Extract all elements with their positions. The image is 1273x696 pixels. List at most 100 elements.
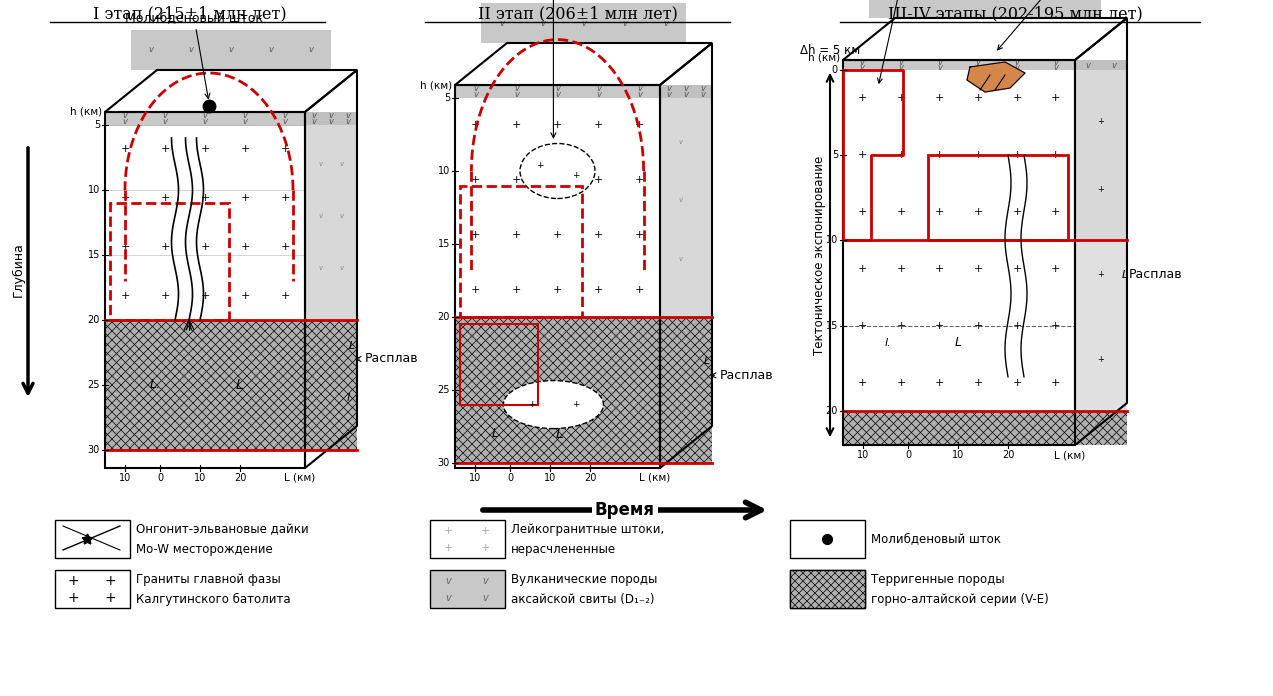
Text: +: + (160, 193, 169, 203)
Text: +: + (552, 230, 563, 240)
Text: +: + (104, 591, 116, 605)
Text: Граниты главной фазы: Граниты главной фазы (136, 574, 281, 587)
Text: Онгонит-эльвановые дайки: Онгонит-эльвановые дайки (136, 523, 309, 537)
Text: 10: 10 (857, 450, 869, 460)
Text: +: + (858, 93, 867, 104)
Text: +: + (1097, 185, 1105, 193)
Bar (843, 411, 1074, 445)
Bar (791, 570, 864, 608)
Text: горно-алтайской серии (V-Е): горно-алтайской серии (V-Е) (871, 592, 1049, 606)
Text: v: v (474, 90, 477, 100)
Text: +: + (974, 377, 983, 388)
Text: v: v (1111, 61, 1116, 70)
Text: +: + (552, 120, 563, 130)
Text: v: v (318, 213, 322, 219)
Text: Калгутинского батолита: Калгутинского батолита (136, 592, 290, 606)
Bar (791, 570, 864, 608)
Bar (1074, 60, 1127, 70)
Text: +: + (200, 242, 210, 252)
Text: 20: 20 (826, 406, 838, 416)
Text: h (км): h (км) (420, 80, 452, 90)
Text: +: + (974, 93, 983, 104)
Text: v: v (555, 84, 560, 93)
Text: v: v (499, 19, 504, 28)
Bar (460, 324, 538, 404)
Text: 30: 30 (88, 445, 101, 455)
Text: L: L (491, 427, 499, 441)
Text: v: v (1086, 61, 1091, 70)
Text: 10: 10 (544, 473, 556, 483)
Text: v: v (899, 58, 904, 67)
Text: v: v (636, 84, 642, 93)
Bar (843, 60, 1074, 70)
Text: +: + (552, 175, 563, 185)
Text: v: v (679, 197, 682, 203)
Text: +: + (280, 144, 290, 155)
Text: v: v (684, 90, 689, 100)
Text: v: v (228, 45, 233, 54)
Text: h (км): h (км) (808, 52, 840, 62)
Text: +: + (1012, 93, 1022, 104)
Text: 10: 10 (438, 166, 449, 176)
Text: +: + (635, 230, 644, 240)
Text: v: v (666, 84, 671, 93)
Text: +: + (200, 291, 210, 301)
Text: v: v (122, 117, 127, 126)
Text: v: v (514, 90, 519, 100)
Text: +: + (512, 230, 521, 240)
Text: v: v (1002, 0, 1007, 3)
Text: +: + (896, 264, 905, 274)
Text: +: + (593, 285, 603, 294)
Bar (454, 317, 659, 463)
Bar (791, 570, 864, 608)
Text: v: v (202, 111, 207, 120)
Text: v: v (1040, 0, 1045, 3)
Text: +: + (471, 285, 480, 294)
Text: L: L (556, 427, 564, 441)
Text: l.: l. (348, 393, 354, 403)
Bar (928, 155, 1068, 240)
Text: +: + (934, 264, 945, 274)
Text: аксайской свиты (D₁₋₂): аксайской свиты (D₁₋₂) (510, 592, 654, 606)
Text: Тектоническое экспонирование: Тектоническое экспонирование (813, 155, 826, 355)
Text: v: v (328, 111, 334, 120)
Text: +: + (1097, 117, 1105, 126)
Text: L: L (236, 378, 244, 392)
Text: L (км): L (км) (284, 473, 316, 483)
Text: +: + (160, 242, 169, 252)
Text: v: v (514, 84, 519, 93)
Text: +: + (536, 161, 544, 171)
Text: Расплав: Расплав (356, 352, 419, 365)
Text: +: + (480, 543, 490, 553)
Text: Онгонит-эльваны,
Mo-W руда: Онгонит-эльваны, Mo-W руда (998, 0, 1164, 50)
Text: v: v (242, 111, 247, 120)
Text: L.: L. (149, 379, 160, 391)
Text: v: v (937, 63, 942, 72)
Text: +: + (512, 285, 521, 294)
Text: +: + (471, 230, 480, 240)
Text: 20: 20 (1002, 450, 1015, 460)
Text: +: + (858, 264, 867, 274)
Text: 20: 20 (438, 312, 449, 322)
Text: v: v (859, 58, 864, 67)
Text: +: + (160, 291, 169, 301)
Text: +: + (121, 291, 130, 301)
Text: +: + (858, 377, 867, 388)
Bar (55, 570, 130, 608)
Text: +: + (480, 526, 490, 536)
Text: +: + (121, 144, 130, 155)
Text: Лейкогранитные штоки,: Лейкогранитные штоки, (510, 523, 665, 537)
Text: +: + (1051, 321, 1060, 331)
Text: v: v (283, 111, 288, 120)
Text: v: v (622, 19, 628, 28)
Text: v: v (163, 117, 168, 126)
Text: 15: 15 (438, 239, 449, 249)
Bar (1074, 240, 1127, 411)
Text: L: L (704, 356, 710, 366)
Bar (454, 98, 659, 317)
Text: +: + (934, 207, 945, 217)
Text: +: + (471, 175, 480, 185)
Text: v: v (1053, 63, 1058, 72)
Text: v: v (188, 45, 193, 54)
Bar (104, 320, 306, 450)
